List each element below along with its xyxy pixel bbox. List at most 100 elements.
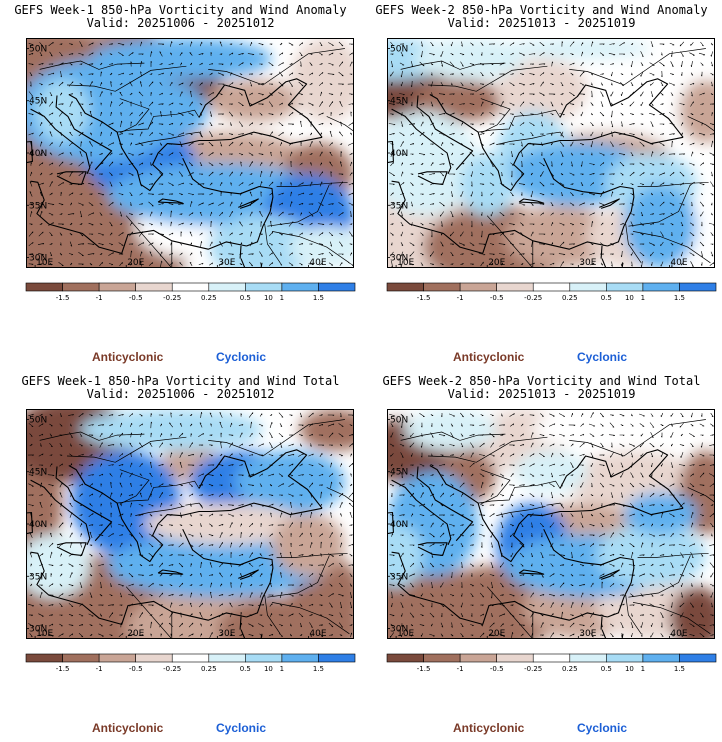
wind-arrow [581, 51, 584, 57]
panel-week2-anomaly: GEFS Week-2 850-hPa Vorticity and Wind A… [361, 0, 722, 371]
panel-title: GEFS Week-2 850-hPa Vorticity and Wind A… [375, 3, 708, 17]
wind-arrow [100, 71, 103, 77]
wind-arrow [309, 193, 313, 195]
wind-arrow [50, 532, 52, 538]
wind-arrow [600, 222, 604, 226]
wind-arrow [639, 523, 645, 527]
wind-arrow [700, 514, 704, 517]
wind-arrow [530, 213, 534, 215]
wind-arrow [109, 623, 113, 627]
wind-arrow [690, 42, 694, 46]
coastline [387, 140, 394, 164]
lat-tick-label: 50N [29, 416, 47, 426]
wind-arrow [501, 262, 503, 266]
wind-arrow [659, 583, 665, 587]
wind-arrow [430, 263, 435, 266]
wind-arrow [580, 413, 584, 417]
wind-arrow [470, 191, 474, 197]
wind-arrow [350, 252, 353, 256]
wind-arrow [640, 533, 644, 537]
wind-arrow [411, 523, 414, 527]
wind-arrow [568, 424, 576, 427]
wind-arrow [89, 592, 93, 598]
wind-arrow [441, 122, 443, 126]
wind-arrow [49, 454, 53, 456]
wind-arrow [610, 253, 614, 255]
wind-arrow [529, 504, 535, 507]
wind-arrow [489, 182, 495, 186]
wind-arrow [659, 223, 665, 225]
wind-arrow [329, 161, 333, 167]
wind-arrow [410, 182, 414, 186]
wind-arrow [120, 493, 123, 497]
wind-arrow [641, 462, 643, 468]
wind-arrow [208, 474, 214, 477]
wind-arrow [699, 92, 705, 96]
colorbar-tick-label: 0.25 [562, 294, 578, 302]
wind-arrow [700, 62, 704, 66]
wind-arrow [310, 511, 313, 519]
wind-arrow [629, 503, 635, 507]
wind-arrow [319, 151, 323, 157]
wind-arrow [410, 633, 413, 637]
wind-arrow [79, 63, 83, 66]
wind-arrow [59, 443, 63, 447]
wind-arrow [610, 63, 615, 65]
wind-arrow [530, 442, 534, 448]
wind-arrow [329, 241, 333, 247]
wind-arrow [500, 152, 503, 156]
wind-arrow [590, 62, 594, 66]
wind-arrow [330, 111, 333, 116]
wind-arrow [510, 604, 514, 607]
wind-arrow [459, 103, 465, 105]
wind-arrow [599, 162, 605, 166]
wind-arrow [139, 612, 143, 618]
wind-arrow [30, 171, 33, 177]
wind-vectors [389, 412, 715, 638]
wind-arrow [29, 443, 33, 447]
wind-arrow [590, 564, 594, 566]
wind-arrow [339, 562, 343, 568]
wind-arrow [449, 93, 455, 95]
wind-arrow [138, 162, 144, 166]
wind-arrow [559, 593, 565, 597]
wind-arrow [440, 492, 444, 498]
wind-arrow [589, 433, 595, 437]
wind-arrow [200, 241, 203, 247]
wind-arrow [649, 584, 655, 586]
wind-arrow [339, 53, 343, 55]
wind-arrow [178, 171, 184, 177]
wind-arrow [49, 51, 53, 57]
wind-arrow [329, 502, 333, 508]
wind-arrow [277, 524, 285, 526]
wind-arrow [189, 52, 193, 56]
wind-arrow [47, 203, 55, 206]
wind-arrow [149, 172, 153, 176]
wind-arrow [669, 171, 675, 177]
wind-arrow [349, 61, 353, 67]
wind-arrow [431, 503, 433, 507]
wind-arrow [548, 423, 556, 427]
wind-arrow [179, 423, 183, 427]
wind-arrow [470, 624, 474, 627]
wind-arrow [89, 193, 93, 196]
wind-arrow [630, 151, 634, 157]
wind-arrow [609, 582, 615, 588]
wind-arrow [651, 151, 654, 157]
wind-arrow [490, 202, 494, 206]
wind-arrow [550, 491, 554, 499]
wind-arrow [509, 82, 515, 86]
wind-arrow [119, 82, 123, 86]
wind-arrow [208, 574, 214, 576]
wind-arrow [689, 433, 695, 437]
wind-arrow [159, 92, 164, 96]
wind-arrow [338, 41, 344, 47]
wind-arrow [189, 261, 193, 266]
wind-arrow [480, 604, 484, 606]
wind-arrow [570, 601, 574, 609]
wind-arrow [501, 413, 503, 417]
wind-arrow [700, 563, 704, 567]
wind-arrow [521, 141, 523, 147]
wind-arrow [570, 454, 574, 456]
